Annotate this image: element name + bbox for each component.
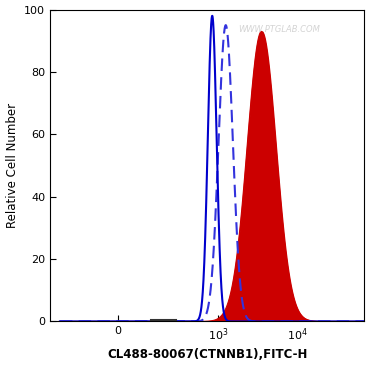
X-axis label: CL488-80067(CTNNB1),FITC-H: CL488-80067(CTNNB1),FITC-H <box>107 348 307 361</box>
Text: WWW.PTGLAB.COM: WWW.PTGLAB.COM <box>239 25 320 34</box>
Y-axis label: Relative Cell Number: Relative Cell Number <box>6 103 18 228</box>
